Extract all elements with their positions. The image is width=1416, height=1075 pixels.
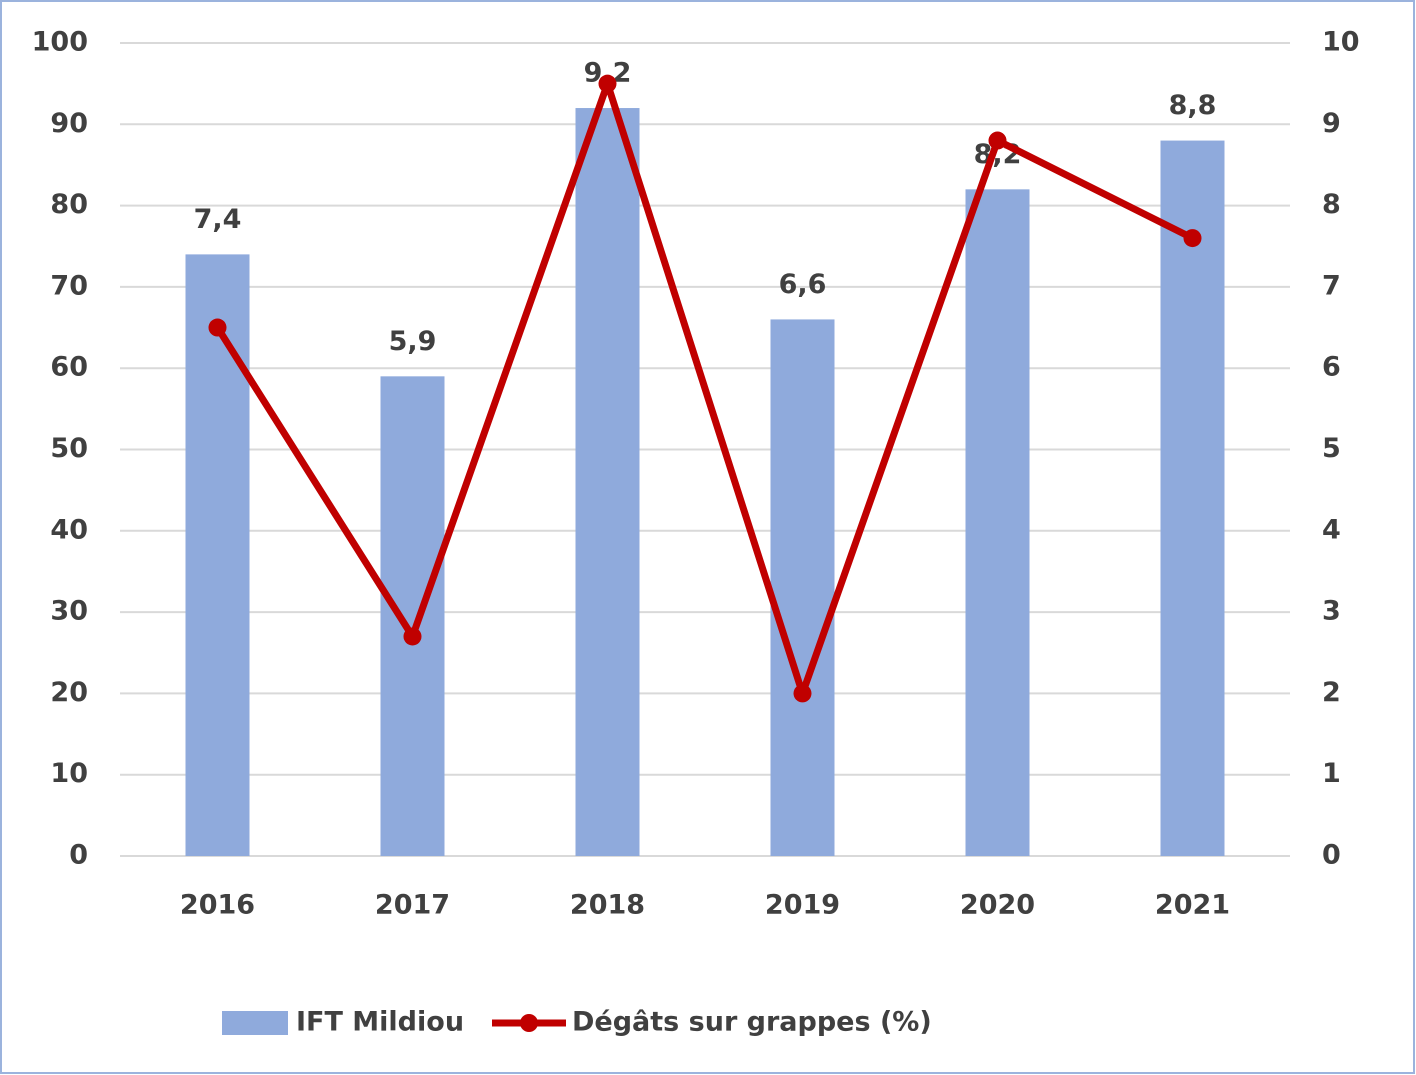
legend-swatch [520, 1014, 538, 1032]
y-tick-label: 0 [69, 840, 88, 871]
y-tick-label: 10 [50, 758, 88, 789]
x-tick-label: 2017 [375, 890, 450, 921]
bar [185, 254, 250, 856]
y2-tick-label: 0 [1322, 840, 1341, 871]
y-tick-label: 60 [50, 352, 88, 383]
bar [965, 189, 1030, 857]
legend-label: Dégâts sur grappes (%) [572, 1007, 932, 1038]
line-marker [988, 131, 1007, 150]
x-tick-label: 2021 [1155, 890, 1230, 921]
y2-tick-label: 5 [1322, 433, 1341, 464]
y2-tick-label: 1 [1322, 758, 1341, 789]
line-marker [208, 318, 227, 337]
line-marker [598, 74, 617, 93]
legend-swatch [222, 1011, 288, 1035]
data-label: 6,6 [779, 269, 827, 300]
line [214, 80, 1195, 697]
x-tick-label: 2019 [765, 890, 840, 921]
data-label: 5,9 [389, 326, 437, 357]
y2-tick-label: 2 [1322, 677, 1341, 708]
data-label: 8,8 [1169, 90, 1217, 121]
y2-tick-label: 9 [1322, 108, 1341, 139]
y2-tick-label: 6 [1322, 352, 1341, 383]
y2-tick-label: 7 [1322, 270, 1341, 301]
y-tick-label: 40 [50, 514, 88, 545]
y2-tick-label: 3 [1322, 596, 1341, 627]
bar [1160, 140, 1225, 856]
y-tick-label: 50 [50, 433, 88, 464]
y-tick-label: 70 [50, 270, 88, 301]
y-tick-label: 30 [50, 596, 88, 627]
data-label: 7,4 [194, 204, 242, 235]
bar [380, 376, 445, 856]
y2-tick-label: 8 [1322, 189, 1341, 220]
x-tick-label: 2018 [570, 890, 645, 921]
x-tick-label: 2020 [960, 890, 1035, 921]
bar [575, 108, 640, 857]
line-marker [793, 684, 812, 703]
y-tick-label: 80 [50, 189, 88, 220]
legend-label: IFT Mildiou [296, 1007, 464, 1038]
line-marker [403, 627, 422, 646]
y-tick-label: 90 [50, 108, 88, 139]
y2-tick-label: 4 [1322, 514, 1341, 545]
x-tick-label: 2016 [180, 890, 255, 921]
y-tick-label: 20 [50, 677, 88, 708]
line-marker [1183, 229, 1202, 248]
y-tick-label: 100 [32, 27, 88, 58]
bar [770, 319, 835, 856]
y2-tick-label: 10 [1322, 27, 1360, 58]
